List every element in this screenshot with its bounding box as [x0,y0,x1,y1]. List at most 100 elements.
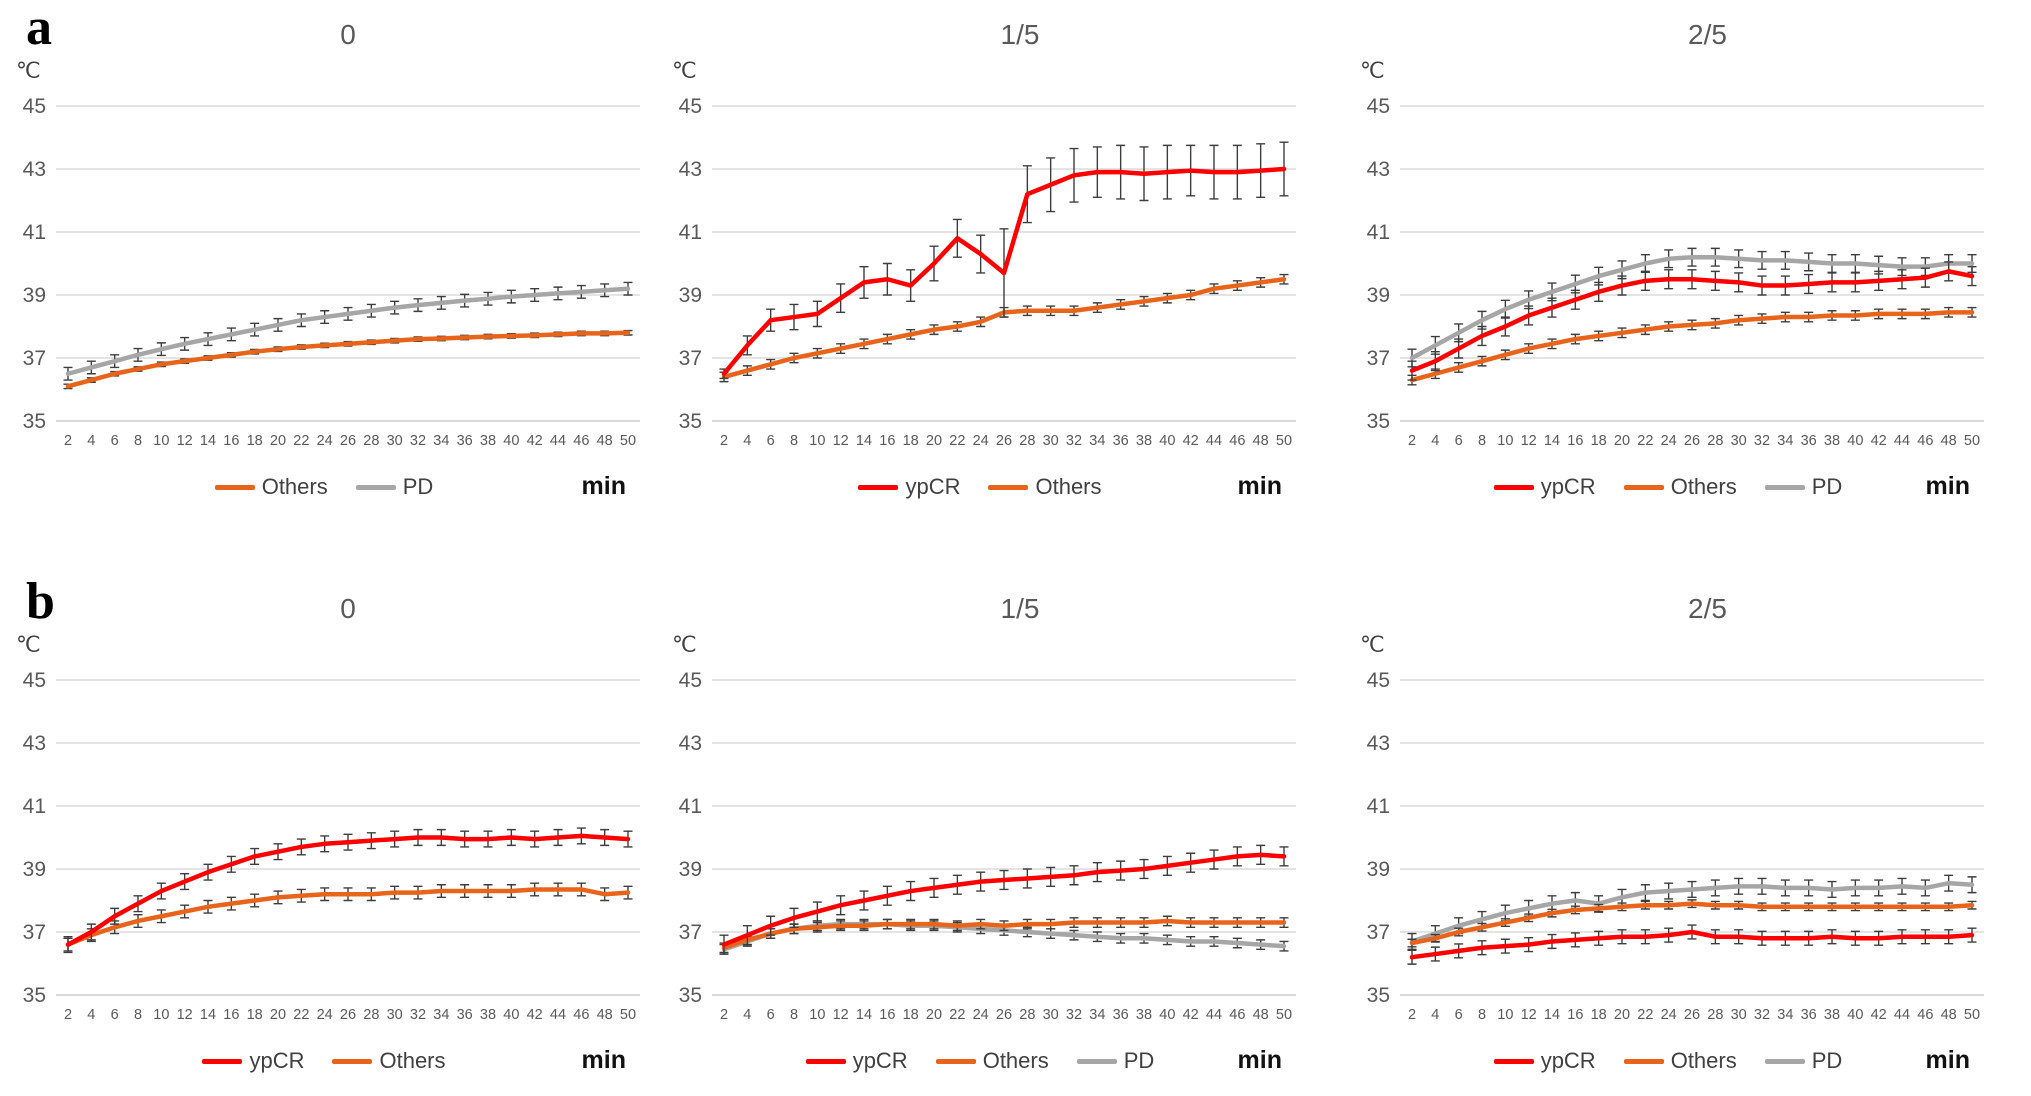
legend-item-ypcr: ypCR [1493,1048,1596,1074]
chart-title: 2/5 [1688,593,1727,624]
y-tick-label: 37 [1367,921,1390,944]
x-tick-label: 38 [480,1007,496,1023]
x-tick-label: 10 [1497,1007,1513,1023]
x-tick-label: 2 [64,1007,72,1023]
legend-swatch-ypcr [202,1058,243,1064]
chart-a-2of5: 2/5 ℃ 45 43 41 39 37 35 2 4 6 8 10 12 14 16 18 20 22 24 26… [1344,0,2031,548]
x-tick-label: 50 [620,433,636,449]
x-tick-label: 26 [340,433,356,449]
y-axis-unit-label: ℃ [672,632,697,657]
chart-b-1of5: 1/5 ℃ 45 43 41 39 37 35 2 4 6 8 10 12 14 16 18 20 22 24 26… [656,548,1344,1096]
x-tick-label: 20 [926,433,942,449]
x-tick-label: 16 [1567,433,1583,449]
y-tick-label: 39 [679,284,702,307]
x-tick-label: 10 [809,433,825,449]
y-tick-label: 45 [1367,95,1390,118]
x-tick-label: 4 [1431,1007,1439,1023]
x-tick-label: 6 [767,1007,775,1023]
x-tick-label: 50 [1964,433,1980,449]
x-tick-label: 32 [410,433,426,449]
x-tick-label: 42 [1183,433,1199,449]
legend-swatch-pd [355,484,396,490]
x-tick-label: 16 [879,433,895,449]
y-tick-label: 41 [23,795,46,818]
x-tick-label: 44 [550,433,566,449]
x-tick-label: 38 [1824,1007,1840,1023]
x-tick-label: 24 [317,1007,333,1023]
y-tick-label: 45 [23,669,46,692]
x-tick-label: 28 [1707,1007,1723,1023]
y-tick-label: 43 [23,732,46,755]
x-tick-label: 36 [457,433,473,449]
y-tick-label: 35 [23,410,46,433]
series-line-others [65,330,631,389]
y-tick-label: 37 [679,347,702,370]
x-tick-label: 46 [1917,433,1933,449]
legend-label-others: Others [1670,1048,1737,1073]
x-tick-label: 14 [856,1007,872,1023]
x-tick-label: 50 [620,1007,636,1023]
series-others [63,329,633,390]
x-tick-label: 2 [720,1007,728,1023]
y-tick-label: 41 [679,221,702,244]
panel-a: a 0 ℃ 45 43 41 39 37 35 2 4 6 8 10 12 14 16 18 20 22 24 26… [0,0,2031,548]
x-tick-label: 50 [1276,433,1292,449]
x-tick-label: 14 [1544,1007,1560,1023]
chart-b-0: 0 ℃ 45 43 41 39 37 35 2 4 6 8 10 12 14 16 18 20 22 24 26 28… [0,548,656,1096]
x-tick-label: 8 [790,1007,798,1023]
legend-swatch-ypcr [1493,1058,1534,1064]
series-others [1407,899,1977,948]
y-axis-unit-label: ℃ [16,632,41,657]
x-tick-label: 44 [1206,433,1222,449]
x-tick-label: 48 [597,1007,613,1023]
x-tick-label: 16 [1567,1007,1583,1023]
legend: ypCR Others [656,468,1304,500]
x-tick-label: 10 [809,1007,825,1023]
chart-a-0: 0 ℃ 45 43 41 39 37 35 2 4 6 8 10 12 14 16 18 20 22 24 26 28… [0,0,656,548]
series-line-pd [65,286,631,376]
plot-area: 45 43 41 39 37 35 2 4 6 8 10 12 14 16 18 20 22 24 26 28 30 32… [4,86,652,468]
series-ypcr [719,141,1289,380]
legend-label-ypcr: ypCR [1540,474,1596,499]
x-tick-label: 24 [973,1007,989,1023]
x-tick-label: 46 [1229,433,1245,449]
legend-item-pd: PD [1764,474,1842,500]
series-line-others [1409,310,1975,383]
x-tick-label: 34 [1089,433,1105,449]
series-line-others [1409,901,1975,946]
x-tick-label: 42 [1871,433,1887,449]
x-tick-label: 34 [1777,433,1793,449]
y-tick-label: 35 [23,984,46,1007]
x-axis-unit-label: min [1237,472,1282,500]
legend-swatch-pd [1076,1058,1117,1064]
x-tick-label: 30 [387,433,403,449]
x-tick-label: 30 [1043,433,1059,449]
y-tick-label: 45 [679,669,702,692]
x-tick-label: 40 [1847,1007,1863,1023]
x-tick-label: 32 [1754,1007,1770,1023]
chart-footer: Others PD min [0,468,648,508]
x-tick-label: 34 [433,433,449,449]
x-tick-label: 18 [247,1007,263,1023]
x-tick-label: 18 [1591,433,1607,449]
x-tick-label: 24 [317,433,333,449]
y-tick-label: 35 [1367,410,1390,433]
chart-b-2of5: 2/5 ℃ 45 43 41 39 37 35 2 4 6 8 10 12 14 16 18 20 22 24 26… [1344,548,2031,1096]
x-tick-label: 30 [1731,1007,1747,1023]
x-tick-label: 30 [1731,433,1747,449]
x-tick-label: 26 [996,1007,1012,1023]
x-tick-label: 46 [1917,1007,1933,1023]
plot-area: 45 43 41 39 37 35 2 4 6 8 10 12 14 16 18 20 22 24 26 28 30 32… [4,660,652,1042]
x-tick-label: 28 [363,433,379,449]
series-line-ypcr [65,833,631,947]
x-tick-label: 28 [363,1007,379,1023]
x-tick-label: 46 [1229,1007,1245,1023]
series-ypcr [63,827,633,954]
panel-a-label: a [26,0,52,56]
x-tick-label: 36 [1801,1007,1817,1023]
x-tick-label: 4 [743,433,751,449]
chart-title: 1/5 [1000,19,1040,50]
legend-label-ypcr: ypCR [249,1048,305,1073]
